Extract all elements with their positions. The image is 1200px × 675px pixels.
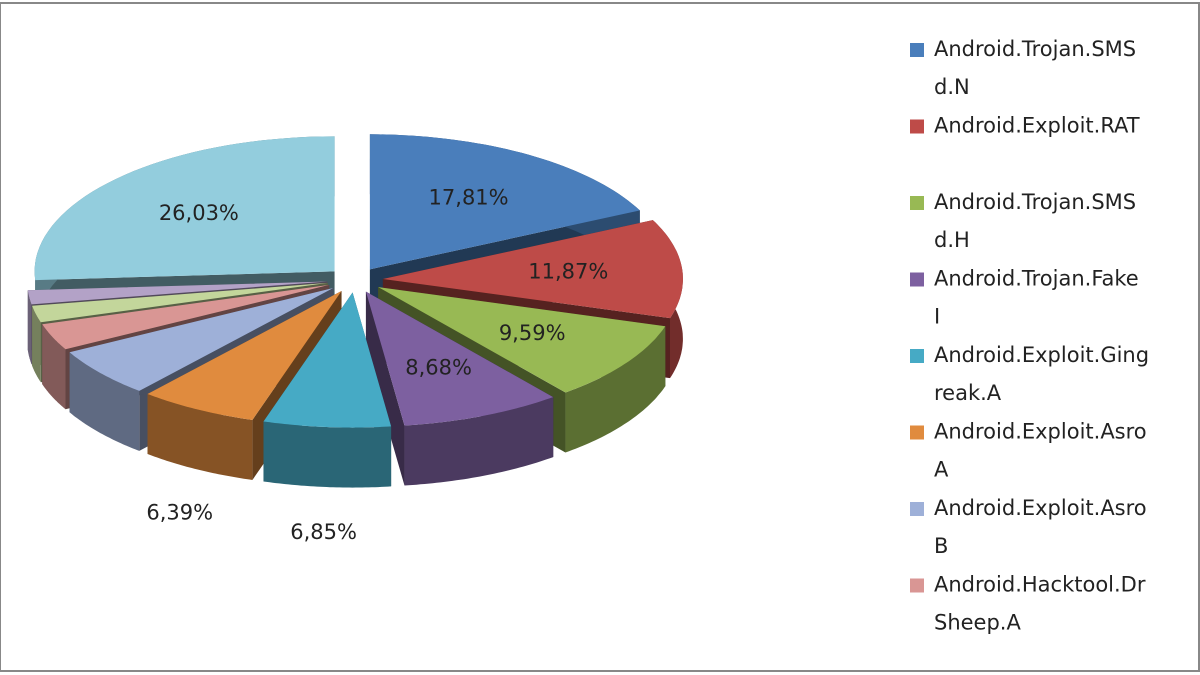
slice xyxy=(32,282,328,323)
slice xyxy=(365,291,554,426)
slice-side xyxy=(565,326,666,453)
legend-swatch xyxy=(910,578,924,593)
slice xyxy=(382,220,683,319)
legend-label: d.N xyxy=(934,75,970,99)
slice-side xyxy=(365,291,405,486)
legend-label: Android.Hacktool.Dr xyxy=(934,573,1146,597)
data-label: 17,81% xyxy=(429,185,509,209)
legend-swatch xyxy=(910,502,924,516)
slice-side xyxy=(27,290,32,365)
legend-label: Sheep.A xyxy=(934,611,1021,635)
slice xyxy=(263,292,392,428)
data-label: 9,59% xyxy=(499,321,566,345)
legend-label: Android.Trojan.SMS xyxy=(934,37,1136,61)
data-label: 26,03% xyxy=(159,201,239,225)
slice xyxy=(378,287,666,393)
legend-label: Android.Trojan.Fake xyxy=(934,267,1139,291)
legend-swatch xyxy=(910,425,924,440)
slice-side xyxy=(147,394,253,480)
data-label: 8,68% xyxy=(405,356,472,380)
slice xyxy=(42,284,330,350)
legend-label: Android.Exploit.Asro xyxy=(934,496,1147,520)
legend-swatch xyxy=(910,196,924,210)
legend-label: I xyxy=(934,305,940,329)
slice xyxy=(34,136,335,281)
slice xyxy=(69,287,334,391)
legend-label: Android.Exploit.Asro xyxy=(934,420,1147,444)
slice xyxy=(147,291,342,420)
slice-side xyxy=(69,352,140,451)
legend-label: B xyxy=(934,534,948,558)
legend-label: d.H xyxy=(934,228,970,252)
slice-side xyxy=(32,305,41,383)
legend-swatch xyxy=(910,272,924,287)
data-label: 6,39% xyxy=(146,501,213,525)
legend-label: Android.Exploit.RAT xyxy=(934,114,1140,138)
slice-side xyxy=(263,421,392,488)
legend-swatch xyxy=(910,349,924,363)
legend-label: A xyxy=(934,458,949,482)
data-label: 6,85% xyxy=(290,520,357,544)
slice-side xyxy=(404,397,554,486)
legend-label: reak.A xyxy=(934,381,1002,405)
legend-swatch xyxy=(910,119,924,134)
slice-side xyxy=(42,324,66,410)
slice xyxy=(27,281,328,305)
legend-label: Android.Exploit.Ging xyxy=(934,343,1149,367)
data-label: 11,87% xyxy=(528,259,608,283)
slice xyxy=(369,134,640,270)
legend-label: Android.Trojan.SMS xyxy=(934,190,1136,214)
legend-swatch xyxy=(910,43,924,57)
